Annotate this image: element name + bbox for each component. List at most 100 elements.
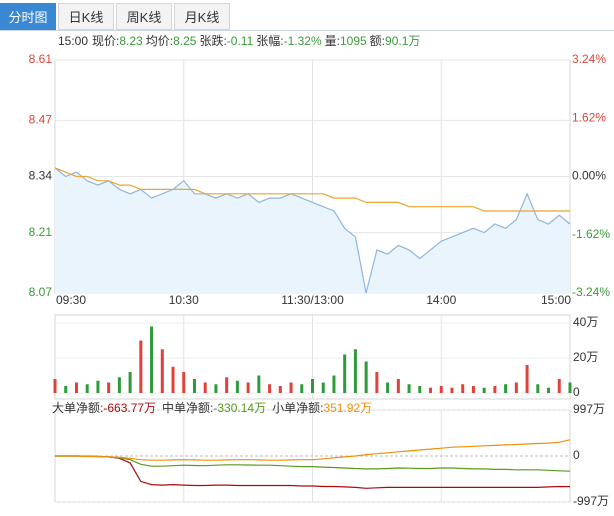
volume-bar: [514, 382, 518, 393]
volume-bar: [246, 382, 250, 393]
volume-bar: [547, 387, 551, 393]
volume-bar: [107, 382, 111, 393]
y-tick-label: -997万: [573, 494, 609, 508]
volume-bar: [257, 375, 261, 393]
volume-bar: [493, 386, 497, 393]
volume-bar: [117, 377, 121, 393]
series-line: [55, 455, 571, 472]
x-tick-label: 14:00: [426, 293, 456, 307]
volume-bar: [160, 349, 164, 393]
legend-value: -663.77万: [103, 401, 156, 415]
volume-bar: [343, 354, 347, 393]
info-label: 张跌:: [199, 33, 226, 48]
volume-bar: [568, 382, 572, 393]
volume-bar: [407, 384, 411, 393]
series-line: [55, 439, 571, 461]
volume-bar: [214, 384, 218, 393]
volume-bar: [439, 386, 443, 393]
info-label: 现价:: [92, 34, 119, 48]
legend-name: 中单净额:: [162, 400, 213, 415]
volume-bar: [321, 382, 325, 393]
legend-name: 大单净额:: [52, 401, 103, 415]
tab[interactable]: 月K线: [174, 3, 230, 30]
tab[interactable]: 日K线: [58, 3, 114, 30]
volume-bar: [332, 375, 336, 393]
info-label: 均价:: [146, 34, 173, 48]
y2-tick-label: -1.62%: [572, 227, 610, 241]
y2-tick-label: 3.24%: [572, 52, 606, 66]
tab[interactable]: 周K线: [116, 3, 172, 30]
y-tick-label: 0: [573, 448, 580, 462]
volume-bar: [418, 386, 422, 393]
x-tick-label: 10:30: [169, 293, 199, 307]
volume-bar: [192, 379, 196, 393]
y-tick-label: 40万: [573, 315, 598, 329]
volume-bar: [300, 384, 304, 393]
info-label: 额:: [370, 34, 385, 48]
volume-bar: [311, 379, 314, 393]
volume-bar: [504, 384, 508, 393]
volume-bar: [225, 377, 229, 393]
info-value: -0.11: [227, 34, 254, 48]
x-tick-label: 09:30: [56, 293, 86, 307]
volume-bar: [235, 380, 239, 393]
tab-bar: 分时图 日K线 周K线 月K线: [0, 0, 614, 31]
volume-bar: [74, 382, 78, 393]
volume-bar: [96, 380, 100, 393]
info-value: 90.1万: [385, 34, 420, 48]
y-tick-label: 20万: [573, 350, 598, 364]
price-area: [55, 167, 570, 293]
legend-value: 351.92万: [323, 401, 372, 415]
y2-tick-label: 1.62%: [572, 110, 606, 124]
volume-bar: [375, 372, 379, 393]
y-tick-label: 997万: [573, 402, 605, 416]
y2-tick-label: -3.24%: [572, 285, 610, 299]
info-time: 15:00: [58, 34, 88, 48]
y-tick-label: 8.21: [29, 225, 53, 239]
volume-bar: [139, 340, 143, 393]
volume-bar: [278, 386, 282, 393]
panel-frame: [54, 314, 571, 400]
info-label: 量:: [325, 34, 340, 48]
y2-tick-label: 0.00%: [572, 169, 606, 183]
volume-bar: [85, 384, 89, 393]
volume-bar: [364, 361, 368, 393]
volume-bar: [171, 366, 175, 393]
y-tick-label: 8.47: [29, 113, 53, 127]
volume-bar: [461, 384, 465, 393]
volume-bar: [471, 386, 475, 393]
tab[interactable]: 分时图: [0, 3, 56, 30]
volume-bar: [450, 387, 454, 393]
volume-bar: [482, 387, 486, 393]
y-tick-label: 8.07: [29, 285, 53, 299]
info-value: 8.23: [119, 34, 143, 48]
volume-bar: [203, 382, 207, 393]
y-tick-label: 8.61: [29, 52, 53, 66]
volume-bar: [53, 379, 57, 393]
info-value: 1095: [340, 34, 367, 48]
volume-bar: [429, 387, 433, 393]
legend: 大单净额:-663.77万 中单净额:-330.14万 小单净额:351.92万: [52, 400, 372, 415]
y-tick-label: 0: [573, 385, 580, 399]
series-line: [54, 167, 570, 212]
volume-bar: [128, 372, 132, 393]
info-value: -1.32%: [284, 34, 322, 48]
volume-bar: [150, 326, 154, 393]
volume-bar: [396, 379, 400, 393]
volume-bar: [353, 349, 357, 393]
volume-bar: [525, 365, 529, 393]
volume-bar: [289, 382, 293, 393]
info-label: 张幅:: [256, 33, 283, 48]
volume-bar: [268, 384, 272, 393]
x-tick-label: 11:30/13:00: [281, 293, 344, 307]
volume-bar: [64, 386, 68, 393]
info-bar: 15:00 现价:8.23 均价:8.25 张跌:-0.11 张幅:-1.32% 量:10…: [58, 33, 420, 48]
legend-value: -330.14万: [213, 401, 266, 415]
series-line: [55, 455, 571, 489]
info-value: 8.25: [173, 34, 197, 48]
x-tick-label: 15:00: [541, 293, 571, 307]
volume-bar: [386, 382, 390, 393]
volume-bar: [557, 379, 561, 393]
